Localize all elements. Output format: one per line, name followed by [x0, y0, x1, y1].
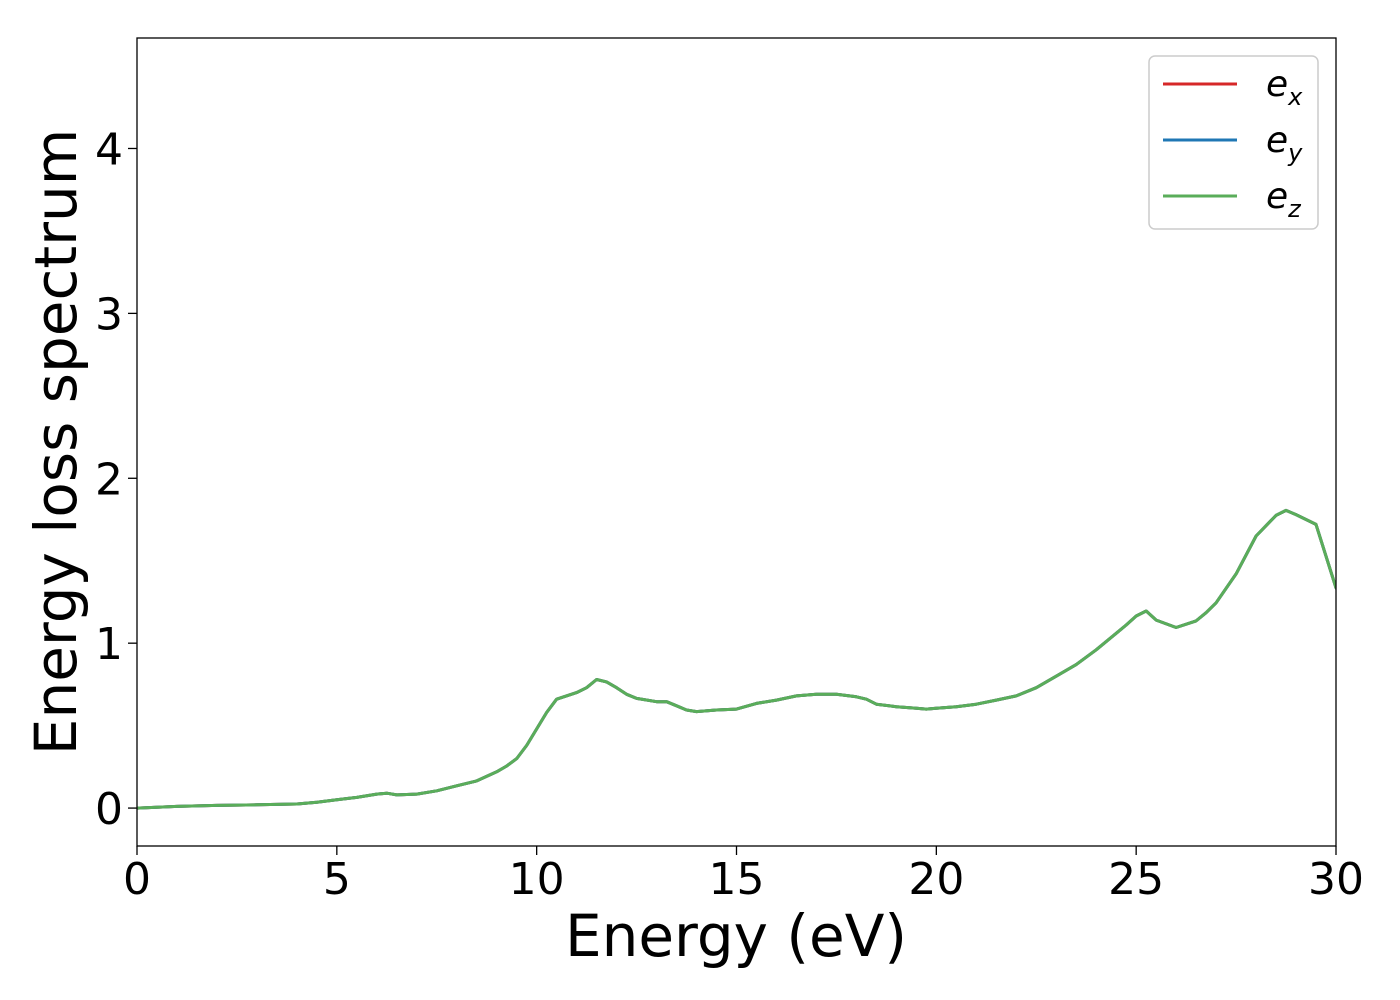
x-tick-label: 15 [709, 854, 765, 905]
legend-label-e-x: ex [1266, 64, 1303, 111]
legend-label-subscript: x [1287, 83, 1303, 111]
legend-label-base: e [1266, 120, 1288, 161]
y-axis-label: Energy loss spectrum [22, 129, 90, 755]
x-tick-label: 0 [123, 854, 151, 905]
legend-label-base: e [1266, 176, 1288, 217]
x-tick-label: 30 [1308, 854, 1364, 905]
x-tick-label: 20 [908, 854, 964, 905]
y-tick-label: 1 [95, 619, 123, 670]
legend-box [1148, 55, 1319, 230]
legend-label-subscript: z [1287, 195, 1302, 223]
y-tick-label: 3 [95, 289, 123, 340]
series-layer [137, 508, 1336, 810]
y-axis: 0 1 2 3 4 [95, 124, 137, 835]
x-tick-label: 25 [1108, 854, 1164, 905]
legend-label-e-z: ez [1266, 176, 1302, 223]
x-tick-label: 10 [509, 854, 565, 905]
x-axis: 0 5 10 15 20 25 30 [123, 846, 1364, 905]
y-tick-label: 4 [95, 124, 123, 175]
legend-label-base: e [1266, 64, 1288, 105]
x-tick-label: 5 [323, 854, 351, 905]
legend-label-e-y: ey [1266, 120, 1303, 167]
x-axis-label: Energy (eV) [565, 902, 907, 970]
y-tick-label: 0 [95, 784, 123, 835]
series-line-e-z [137, 508, 1336, 810]
legend-label-subscript: y [1287, 139, 1303, 167]
y-tick-label: 2 [95, 454, 123, 505]
